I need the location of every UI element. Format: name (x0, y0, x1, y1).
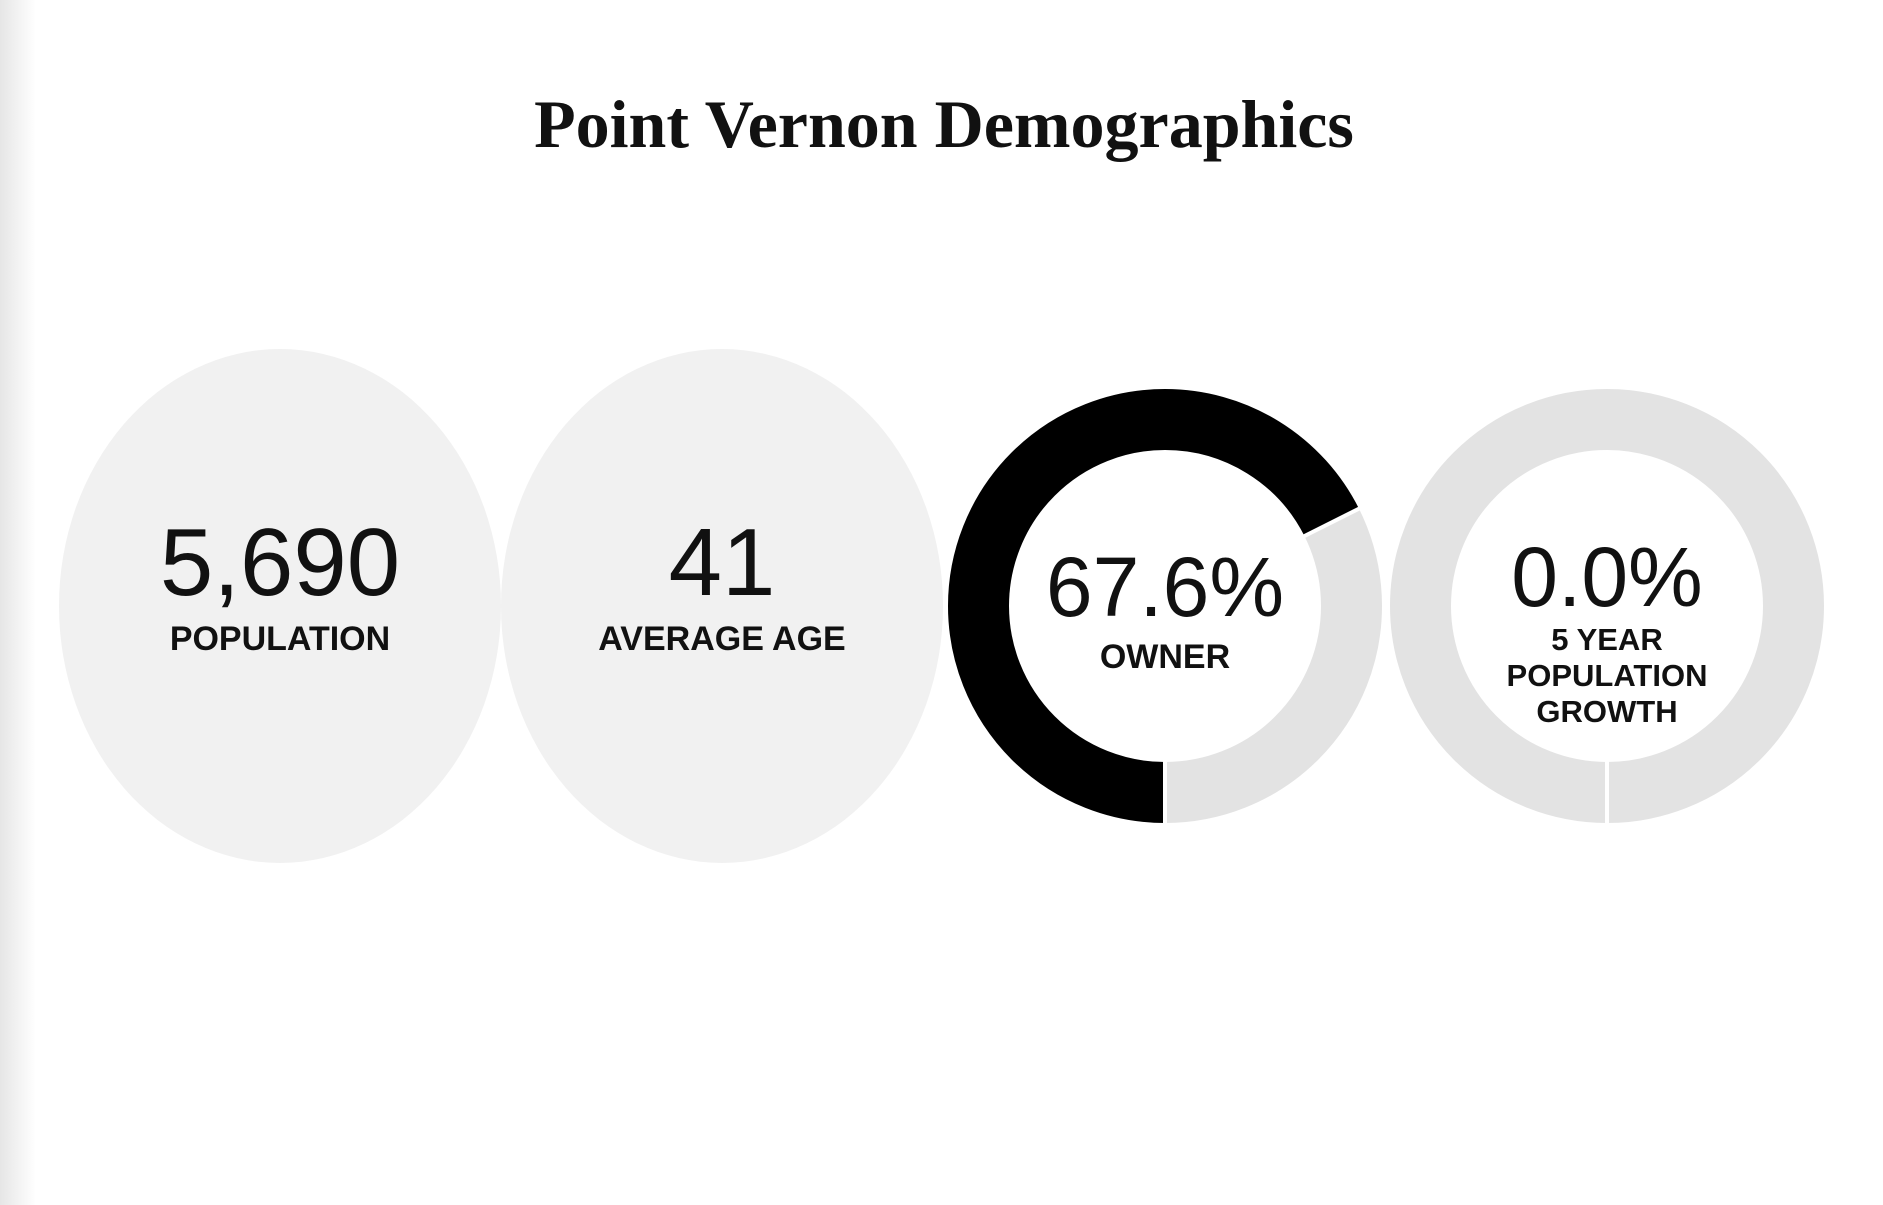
stat-label: GROWTH (1536, 694, 1677, 729)
stat-label: POPULATION (170, 620, 390, 658)
title: Point Vernon Demographics (534, 86, 1354, 162)
stat-label: 5 YEAR (1551, 622, 1662, 657)
side-shadow (0, 0, 36, 1205)
stat-label: AVERAGE AGE (598, 620, 845, 658)
stat-label: OWNER (1100, 638, 1230, 676)
stat-value: 5,690 (160, 509, 400, 616)
stat-value: 67.6% (1046, 540, 1284, 634)
stat-label: POPULATION (1507, 658, 1708, 693)
stat-value: 0.0% (1511, 530, 1702, 624)
stat-circle (501, 349, 943, 863)
donut-gap (1302, 506, 1361, 539)
stat-value: 41 (669, 509, 776, 616)
stat-circle (59, 349, 501, 863)
